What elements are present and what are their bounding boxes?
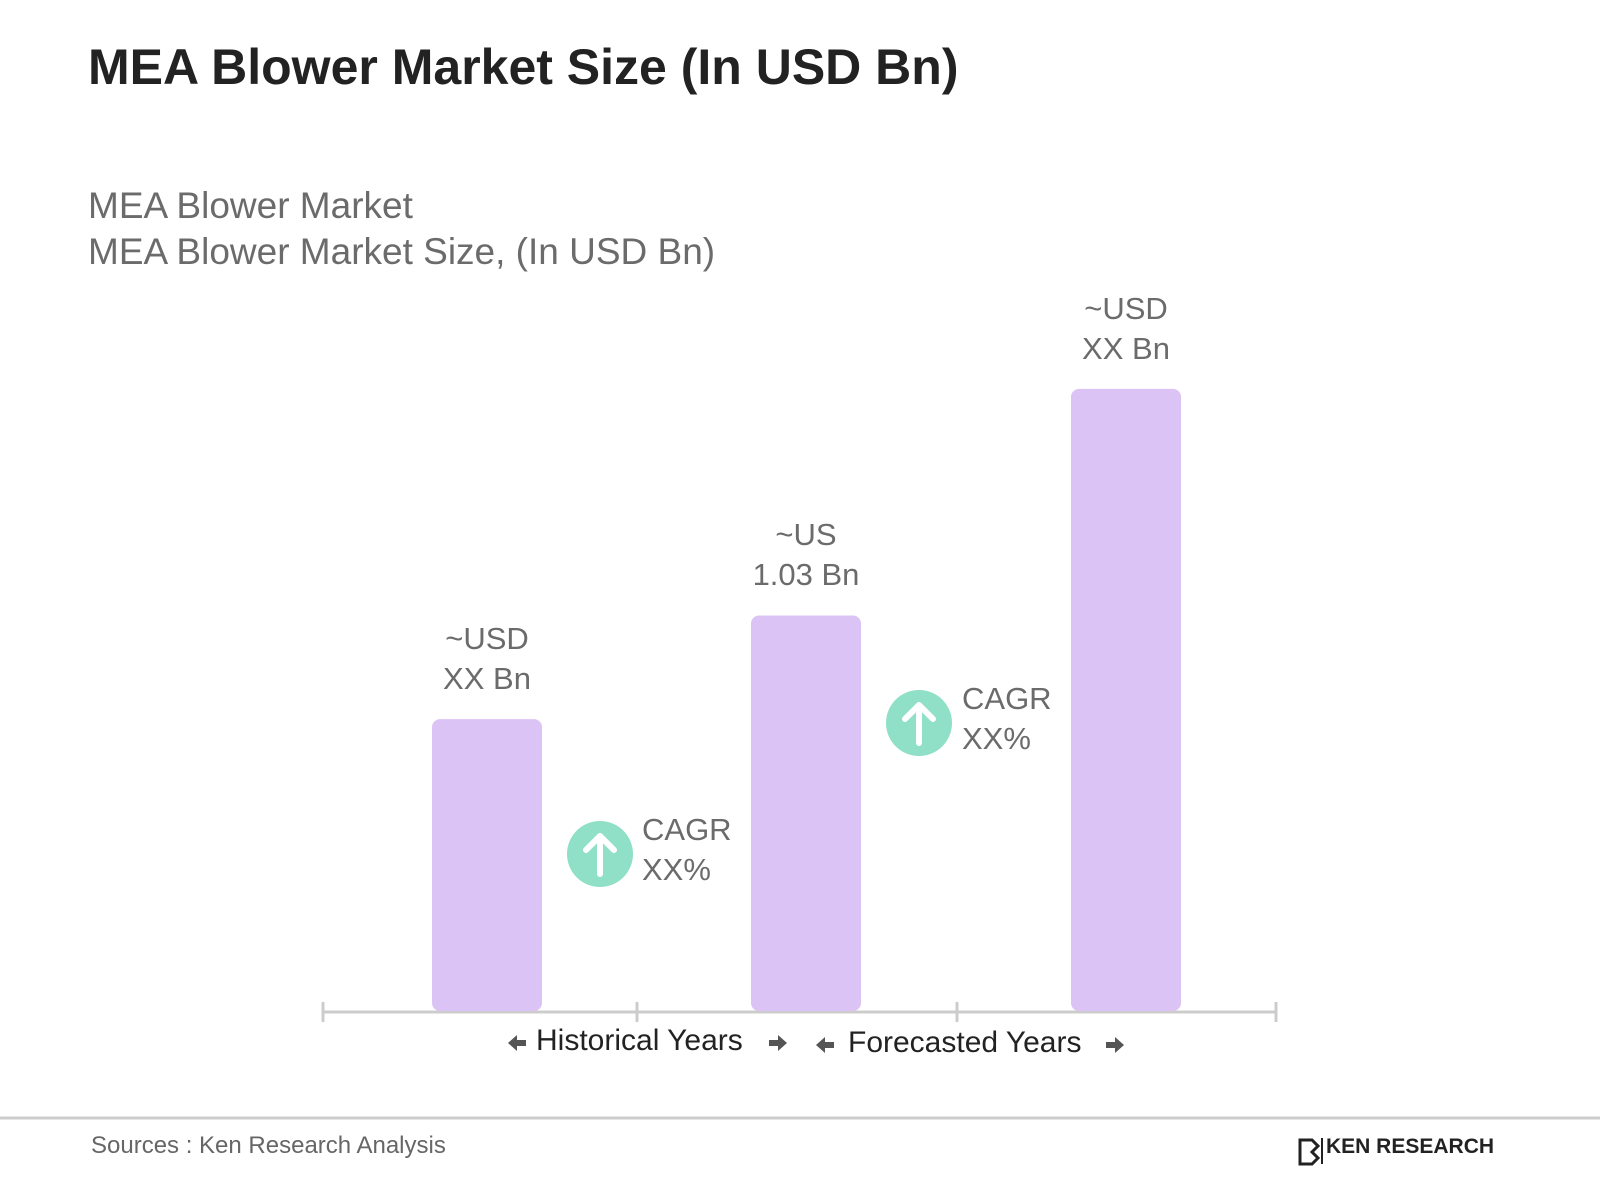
- period-label: Historical Years: [536, 1024, 743, 1057]
- value-label: ~USD XX Bn: [1082, 290, 1170, 366]
- chart-title: MEA Blower Market Size (In USD Bn): [88, 39, 959, 95]
- cagr-icon: [567, 821, 633, 887]
- brand-logo: [1298, 1138, 1323, 1166]
- period-label: Forecasted Years: [848, 1026, 1082, 1059]
- subtitle: MEA Blower Market Size, (In USD Bn): [88, 231, 716, 272]
- period-dividers: [321, 1002, 1278, 1022]
- cagr-label: CAGR XX%: [642, 812, 732, 887]
- brand-name: KEN RESEARCH: [1326, 1135, 1495, 1158]
- bar: [751, 615, 861, 1011]
- value-label: ~US 1.03 Bn: [752, 517, 860, 593]
- cagr-label: CAGR XX%: [962, 681, 1052, 756]
- cagr-icon: [886, 690, 952, 756]
- subtitle: MEA Blower Market: [88, 185, 413, 226]
- value-label: ~USD XX Bn: [443, 621, 531, 697]
- bar: [1071, 388, 1181, 1011]
- period-arrows: [508, 1035, 1124, 1053]
- source-note: Sources : Ken Research Analysis: [91, 1132, 446, 1159]
- bar: [432, 719, 542, 1011]
